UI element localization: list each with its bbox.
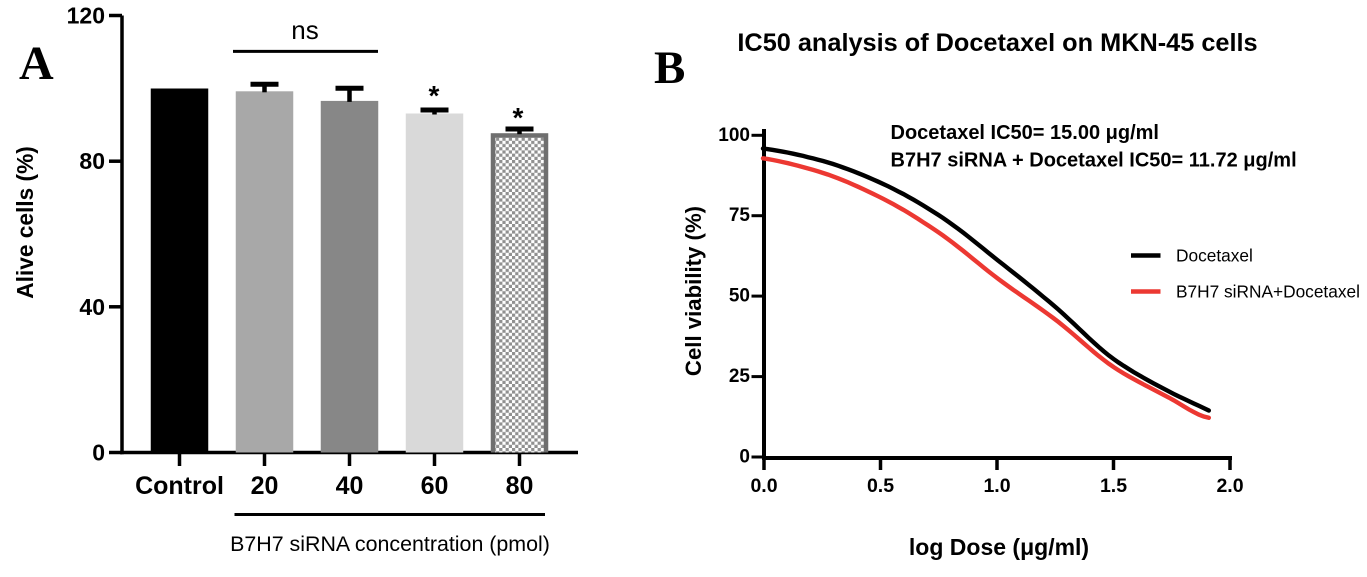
svg-text:Docetaxel: Docetaxel: [1176, 246, 1253, 266]
svg-text:1.5: 1.5: [1100, 475, 1127, 497]
svg-text:A: A: [19, 37, 54, 90]
svg-text:Control: Control: [135, 472, 224, 500]
svg-text:*: *: [429, 80, 440, 111]
svg-text:B7H7 siRNA + Docetaxel IC50= 1: B7H7 siRNA + Docetaxel IC50= 11.72 μg/ml: [891, 150, 1297, 172]
svg-text:2.0: 2.0: [1216, 475, 1243, 497]
svg-text:80: 80: [79, 148, 105, 174]
svg-text:IC50 analysis of Docetaxel on: IC50 analysis of Docetaxel on MKN-45 cel…: [737, 29, 1257, 57]
svg-text:0.5: 0.5: [867, 475, 894, 497]
svg-text:50: 50: [729, 286, 750, 307]
svg-text:0.0: 0.0: [750, 475, 777, 497]
svg-text:60: 60: [421, 472, 449, 500]
svg-text:20: 20: [251, 472, 279, 500]
svg-text:1.0: 1.0: [983, 475, 1010, 497]
svg-text:B7H7 siRNA+Docetaxel: B7H7 siRNA+Docetaxel: [1176, 282, 1360, 302]
svg-text:120: 120: [67, 3, 105, 29]
svg-text:*: *: [513, 102, 524, 133]
svg-text:75: 75: [729, 205, 751, 226]
svg-text:80: 80: [506, 472, 534, 500]
svg-text:40: 40: [336, 472, 364, 500]
svg-text:0: 0: [92, 440, 105, 466]
svg-text:100: 100: [718, 125, 750, 146]
svg-text:B7H7 siRNA concentration (pmol: B7H7 siRNA concentration (pmol): [230, 532, 550, 556]
svg-text:ns: ns: [291, 15, 318, 45]
svg-text:40: 40: [79, 294, 105, 320]
svg-text:Alive cells (%): Alive cells (%): [12, 146, 38, 299]
svg-text:log Dose (μg/ml): log Dose (μg/ml): [909, 534, 1089, 560]
svg-text:Docetaxel IC50= 15.00 μg/ml: Docetaxel IC50= 15.00 μg/ml: [891, 122, 1160, 144]
svg-text:25: 25: [729, 366, 751, 387]
svg-text:0: 0: [739, 447, 750, 468]
svg-text:Cell viability (%): Cell viability (%): [681, 206, 706, 376]
svg-text:B: B: [654, 42, 685, 94]
